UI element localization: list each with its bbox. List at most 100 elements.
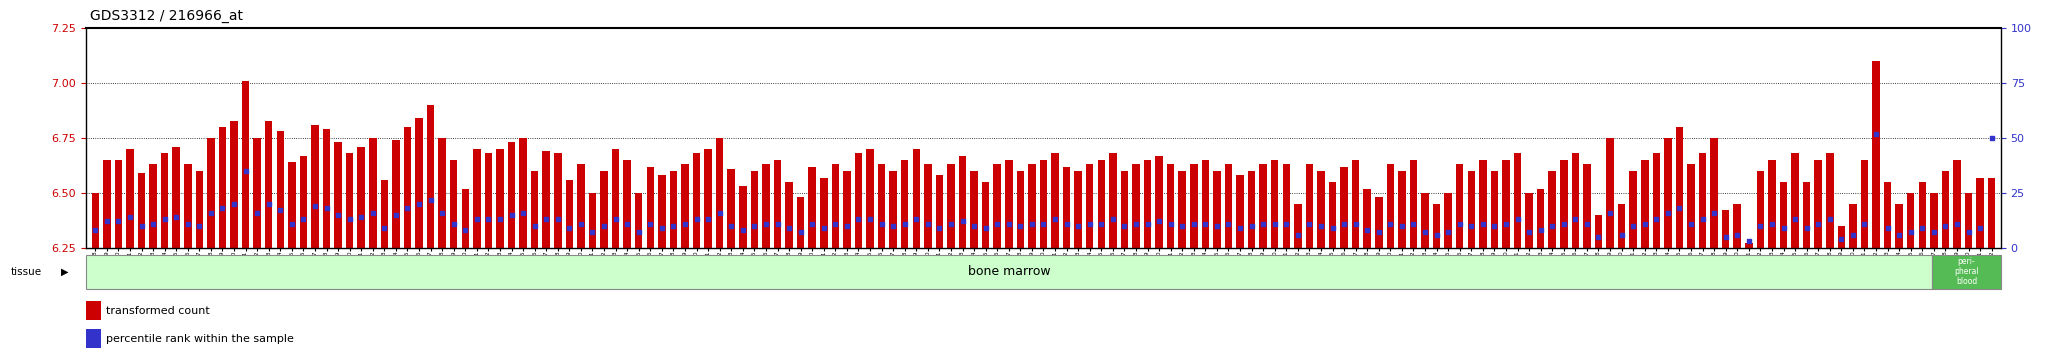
- Point: [125, 223, 158, 229]
- Point: [946, 219, 979, 224]
- Bar: [1907, 193, 1915, 248]
- Point: [1917, 230, 1950, 235]
- Bar: [971, 171, 977, 248]
- Point: [1397, 221, 1430, 227]
- Bar: [762, 164, 770, 248]
- Point: [727, 227, 760, 233]
- Bar: [127, 149, 133, 248]
- Point: [182, 223, 215, 229]
- Bar: [1016, 171, 1024, 248]
- Point: [1004, 223, 1036, 229]
- Bar: [358, 147, 365, 248]
- Bar: [162, 153, 168, 248]
- Point: [461, 216, 494, 222]
- Point: [1386, 223, 1419, 229]
- Point: [635, 221, 668, 227]
- Point: [391, 205, 424, 211]
- Point: [1872, 225, 1905, 231]
- Point: [1362, 230, 1395, 235]
- Bar: [461, 189, 469, 248]
- Point: [160, 214, 193, 220]
- Bar: [717, 138, 723, 248]
- Point: [1051, 221, 1083, 227]
- Bar: [809, 167, 815, 248]
- Bar: [219, 127, 225, 248]
- Bar: [727, 169, 735, 248]
- Bar: [1167, 164, 1174, 248]
- Point: [1085, 221, 1118, 227]
- Bar: [1780, 182, 1788, 248]
- Bar: [1989, 178, 1995, 248]
- Bar: [346, 153, 354, 248]
- Bar: [913, 149, 920, 248]
- Bar: [508, 142, 516, 248]
- Point: [1305, 223, 1337, 229]
- Point: [600, 216, 633, 222]
- Point: [309, 205, 342, 211]
- Point: [784, 230, 817, 235]
- Bar: [299, 156, 307, 248]
- Bar: [496, 149, 504, 248]
- Text: percentile rank within the sample: percentile rank within the sample: [106, 334, 295, 344]
- Point: [1720, 232, 1753, 238]
- Point: [1038, 216, 1071, 222]
- Point: [762, 221, 795, 227]
- Bar: [1561, 160, 1567, 248]
- Point: [1524, 227, 1556, 233]
- Bar: [438, 138, 446, 248]
- Bar: [115, 160, 123, 248]
- Point: [379, 212, 412, 218]
- Bar: [784, 182, 793, 248]
- Text: GDS3312 / 216966_at: GDS3312 / 216966_at: [90, 9, 244, 23]
- Bar: [1444, 193, 1452, 248]
- Point: [299, 203, 332, 209]
- Point: [1790, 225, 1823, 231]
- Point: [1548, 221, 1581, 227]
- Bar: [1307, 164, 1313, 248]
- Point: [1466, 221, 1499, 227]
- Point: [242, 210, 274, 216]
- Bar: [451, 160, 457, 248]
- Point: [229, 168, 262, 174]
- Bar: [264, 120, 272, 248]
- Bar: [924, 164, 932, 248]
- Bar: [1352, 160, 1360, 248]
- Point: [1942, 221, 1974, 227]
- Bar: [1178, 171, 1186, 248]
- Bar: [1862, 160, 1868, 248]
- Point: [772, 225, 805, 231]
- Point: [195, 210, 227, 216]
- Bar: [1110, 153, 1116, 248]
- Bar: [391, 140, 399, 248]
- Point: [1651, 210, 1683, 216]
- Bar: [1767, 160, 1776, 248]
- Point: [623, 230, 655, 235]
- Bar: [1456, 164, 1464, 248]
- Bar: [172, 147, 180, 248]
- Bar: [1374, 197, 1382, 248]
- Bar: [844, 171, 850, 248]
- Point: [1640, 216, 1673, 222]
- Bar: [1548, 171, 1556, 248]
- Point: [1061, 223, 1094, 229]
- Point: [645, 225, 678, 231]
- Point: [1593, 210, 1626, 216]
- Point: [1339, 221, 1372, 227]
- Point: [1802, 221, 1835, 227]
- Point: [356, 210, 389, 216]
- Text: ▶: ▶: [61, 267, 70, 277]
- Bar: [1143, 160, 1151, 248]
- Point: [264, 208, 297, 213]
- Bar: [1745, 244, 1753, 248]
- Point: [1974, 135, 2007, 141]
- Bar: [1339, 167, 1348, 248]
- Bar: [588, 193, 596, 248]
- Bar: [1282, 164, 1290, 248]
- Point: [1130, 221, 1163, 227]
- Point: [1837, 232, 1870, 238]
- Bar: [1976, 178, 1985, 248]
- Bar: [242, 81, 250, 248]
- Bar: [1063, 167, 1071, 248]
- Point: [1894, 230, 1927, 235]
- Point: [80, 227, 113, 233]
